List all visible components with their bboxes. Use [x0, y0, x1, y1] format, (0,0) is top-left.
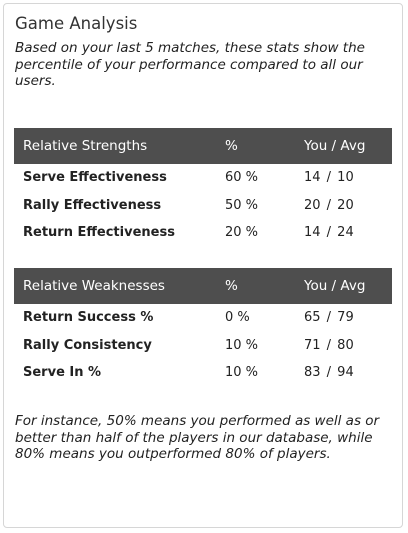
- strengths-header-you-avg: You / Avg: [304, 138, 366, 154]
- weaknesses-header-label: Relative Weaknesses: [23, 278, 165, 294]
- stat-you-avg: 14 / 10: [304, 170, 354, 186]
- stat-percentile: 60 %: [225, 170, 259, 186]
- explanation-text: For instance, 50% means you performed as…: [15, 413, 380, 462]
- table-row: Return Effectiveness 20 % 14 / 24: [14, 219, 392, 247]
- table-row: Return Success % 0 % 65 / 79: [14, 304, 392, 332]
- stat-percentile: 20 %: [225, 225, 259, 241]
- weaknesses-header-pct: %: [225, 278, 238, 294]
- stat-label: Serve Effectiveness: [23, 170, 167, 186]
- strengths-table: Relative Strengths % You / Avg Serve Eff…: [14, 128, 392, 247]
- stat-percentile: 10 %: [225, 365, 259, 381]
- stat-you-avg: 20 / 20: [304, 197, 354, 213]
- table-row: Serve In % 10 % 83 / 94: [14, 359, 392, 387]
- weaknesses-header-row: Relative Weaknesses % You / Avg: [14, 268, 392, 304]
- strengths-header-pct: %: [225, 138, 238, 154]
- stat-label: Return Success %: [23, 310, 154, 326]
- stat-you-avg: 14 / 24: [304, 225, 354, 241]
- stat-label: Rally Consistency: [23, 337, 152, 353]
- stat-you-avg: 71 / 80: [304, 337, 354, 353]
- table-row: Rally Consistency 10 % 71 / 80: [14, 332, 392, 360]
- weaknesses-table: Relative Weaknesses % You / Avg Return S…: [14, 268, 392, 387]
- stat-label: Rally Effectiveness: [23, 197, 162, 213]
- stat-percentile: 0 %: [225, 310, 250, 326]
- stat-you-avg: 83 / 94: [304, 365, 354, 381]
- table-row: Serve Effectiveness 60 % 14 / 10: [14, 164, 392, 192]
- intro-text: Based on your last 5 matches, these stat…: [15, 40, 365, 89]
- stat-percentile: 50 %: [225, 197, 259, 213]
- game-analysis-card: Game Analysis Based on your last 5 match…: [3, 3, 403, 528]
- weaknesses-header-you-avg: You / Avg: [304, 278, 366, 294]
- strengths-header-label: Relative Strengths: [23, 138, 148, 154]
- stat-percentile: 10 %: [225, 337, 259, 353]
- strengths-header-row: Relative Strengths % You / Avg: [14, 128, 392, 164]
- stat-label: Serve In %: [23, 365, 102, 381]
- card-title: Game Analysis: [15, 14, 138, 33]
- table-row: Rally Effectiveness 50 % 20 / 20: [14, 192, 392, 220]
- stat-label: Return Effectiveness: [23, 225, 175, 241]
- stat-you-avg: 65 / 79: [304, 310, 354, 326]
